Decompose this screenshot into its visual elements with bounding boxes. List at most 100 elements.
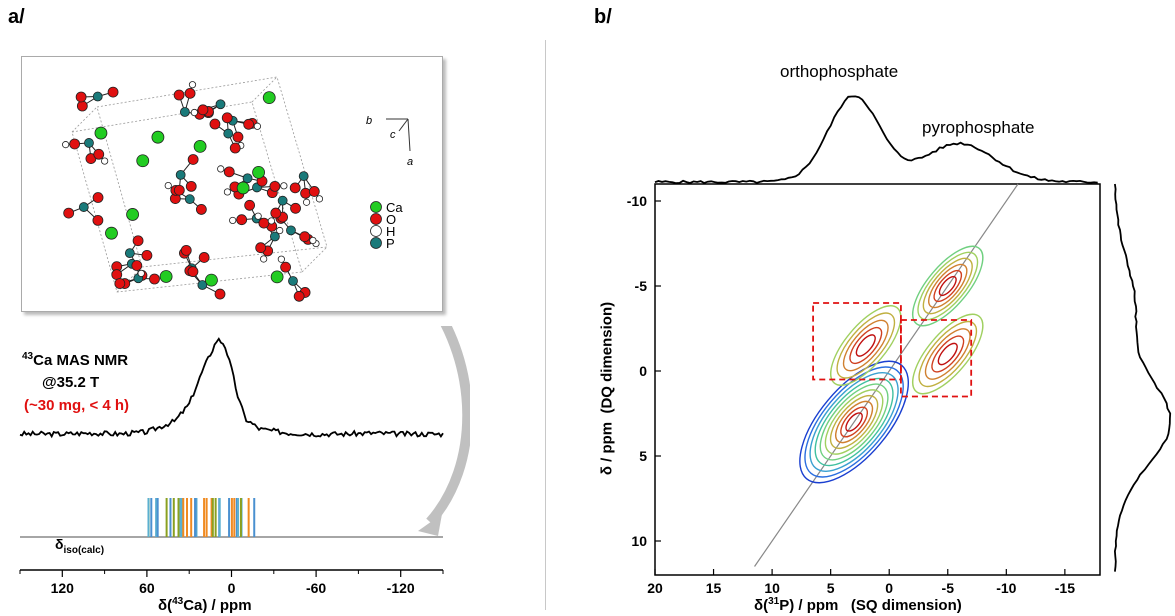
panel-b-ylabel: δ / ppm (DQ dimension) (598, 301, 616, 476)
contour-level (835, 400, 874, 444)
o-atom (173, 184, 185, 196)
o-atom (293, 290, 305, 302)
h-atom (137, 269, 145, 277)
contour-level (922, 257, 973, 315)
contour-peak (912, 313, 984, 395)
o-atom (92, 214, 104, 226)
p-atom (242, 173, 253, 184)
curved-arrow-head (418, 514, 442, 536)
contour-level (931, 335, 965, 373)
o-atom (92, 192, 104, 203)
panel-divider (545, 40, 546, 610)
crystal-structure-frame: b c a Ca O H P (21, 56, 443, 312)
o-atom (173, 89, 185, 101)
h-atom (101, 157, 109, 165)
o-atom (69, 138, 81, 150)
axis-a-arrow (407, 118, 411, 152)
h-atom (253, 122, 262, 130)
axis-c-label: c (390, 129, 396, 141)
o-atom (107, 86, 119, 98)
o-atom (209, 118, 221, 130)
contour-level (855, 334, 876, 357)
o-atom (132, 235, 144, 247)
contour-level (814, 377, 894, 467)
o-atom (197, 104, 209, 116)
o-atom (289, 182, 301, 194)
h-atom (62, 141, 70, 149)
o-atom (270, 207, 282, 219)
p-atom (84, 138, 94, 148)
o-atom (180, 244, 192, 256)
o-atom (75, 91, 87, 103)
ca-atom (262, 91, 276, 105)
contour-level (924, 328, 971, 380)
o-atom (214, 288, 226, 300)
contour-level (938, 275, 957, 297)
o-atom (255, 242, 267, 254)
p-atom (298, 171, 309, 182)
p-atom (286, 225, 296, 236)
o-atom (229, 142, 241, 154)
p-atom (78, 202, 89, 212)
axis-indicator (386, 118, 411, 152)
o-atom (221, 112, 233, 124)
contour-level (918, 320, 978, 388)
p-atom (175, 169, 186, 180)
p-atom (92, 91, 103, 102)
o-atom (258, 217, 270, 229)
panel-a-xlabel: δ(43Ca) / ppm (158, 596, 252, 614)
h-atom (309, 236, 317, 245)
o-atom (131, 260, 143, 271)
p-atom (197, 280, 208, 290)
p-atom (223, 128, 234, 139)
legend-h-marker (370, 225, 382, 237)
o-atom (236, 214, 248, 226)
panel-b-frame (654, 183, 1101, 576)
top-projection-line (654, 95, 1098, 185)
nmr-field: @35.2 T (42, 374, 100, 391)
curved-arrow (426, 326, 470, 526)
ca-atom (136, 154, 150, 168)
ca-atom (270, 270, 284, 284)
contour-peak (912, 245, 984, 327)
panel-a-x-tick-label: 120 (51, 580, 75, 596)
o-atom (243, 118, 255, 130)
right-projection-line (1113, 183, 1172, 572)
panel-b-x-tick-label: -15 (1055, 580, 1075, 596)
p-atom (288, 276, 298, 286)
panel-b-x-tick-label: 0 (885, 580, 893, 596)
panel-b-x-tick-label: 15 (706, 580, 722, 596)
axis-a-label: a (407, 156, 413, 168)
h-atom (267, 217, 276, 225)
o-atom (308, 186, 320, 197)
o-atom (149, 273, 160, 285)
o-atom (187, 154, 199, 165)
contour-level (912, 313, 984, 395)
o-atom (63, 207, 75, 219)
ca-atom (94, 126, 108, 140)
ca-spectrum-line (19, 337, 444, 439)
contour-level (845, 412, 863, 432)
contour-level (840, 406, 869, 438)
p-atom (215, 99, 226, 110)
h-atom (217, 165, 225, 173)
contour-level (809, 372, 899, 472)
nmr-condition: (~30 mg, < 4 h) (24, 397, 130, 414)
panel-a-x-tick-label: 0 (228, 580, 236, 596)
contour-level (836, 312, 896, 379)
o-atom (280, 261, 292, 273)
o-atom (290, 202, 301, 214)
h-atom (254, 212, 262, 220)
contour-peak (830, 305, 902, 386)
o-atom (244, 199, 256, 211)
p-atom (124, 248, 135, 259)
contour-level (849, 326, 883, 365)
contour-level (819, 383, 889, 461)
o-atom (184, 87, 196, 99)
o-atom (111, 269, 123, 280)
ca-atom (126, 208, 139, 221)
o-atom (187, 266, 199, 278)
h-atom (190, 108, 198, 117)
panel-b-y-tick-label: -5 (635, 278, 648, 294)
contour-level (829, 395, 879, 449)
